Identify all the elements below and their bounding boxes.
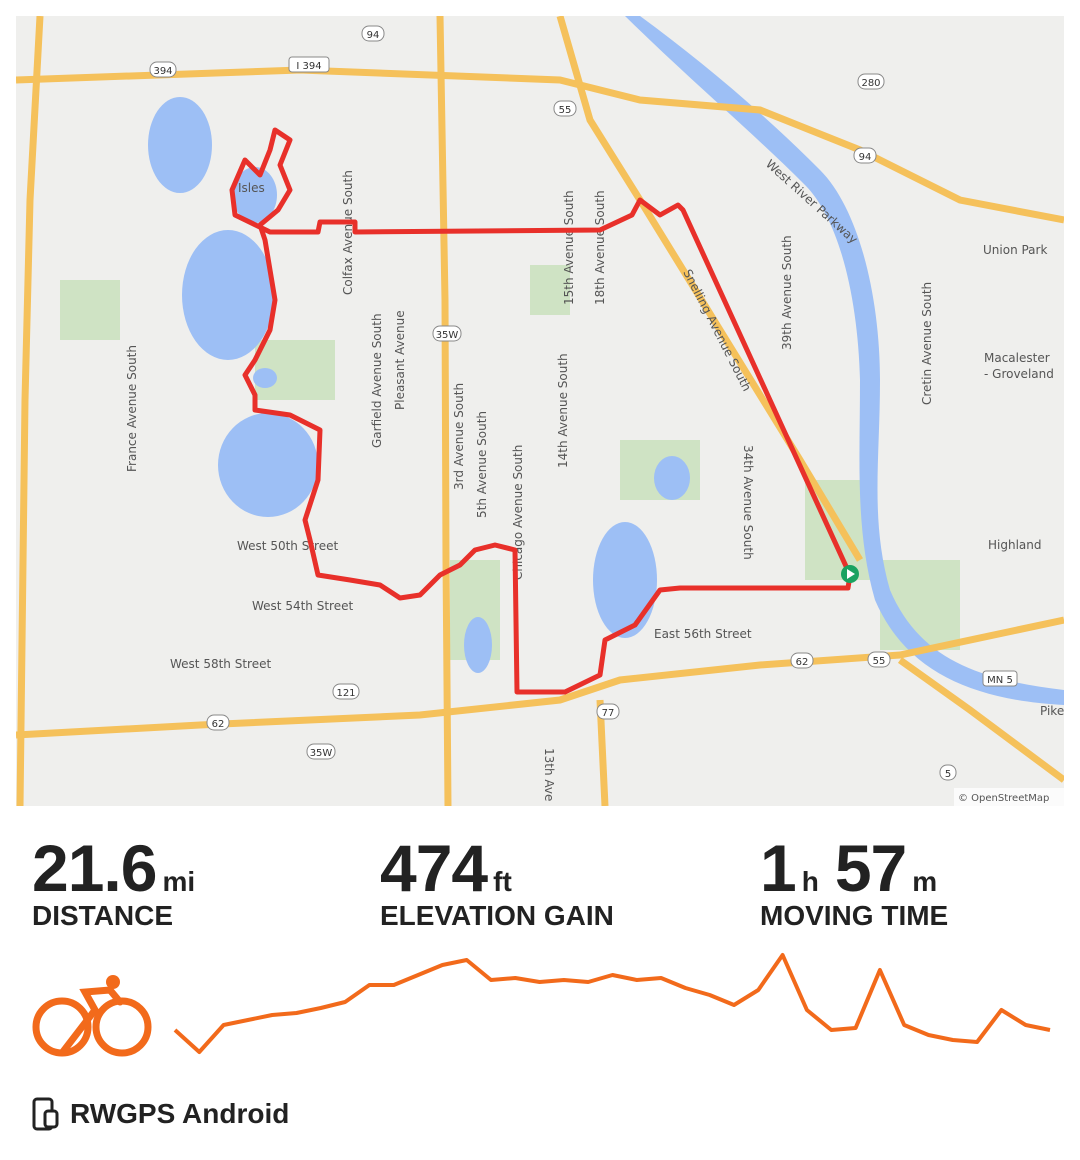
svg-text:West 54th Street: West 54th Street: [252, 599, 353, 613]
highway-shields: 394 I 394 94 55 280 94 35W 62 121 77 62 …: [149, 25, 1018, 781]
device-label: RWGPS Android: [70, 1098, 290, 1129]
svg-text:Cretin Avenue South: Cretin Avenue South: [920, 282, 934, 405]
svg-text:394: 394: [153, 66, 172, 77]
elevation-label: ELEVATION GAIN: [380, 900, 614, 931]
svg-text:East 56th Street: East 56th Street: [654, 627, 752, 641]
svg-text:West 50th Street: West 50th Street: [237, 539, 338, 553]
svg-text:5: 5: [945, 769, 951, 780]
svg-text:94: 94: [859, 152, 872, 163]
svg-text:55: 55: [873, 656, 886, 667]
svg-text:35W: 35W: [436, 330, 459, 341]
svg-text:13th Ave: 13th Ave: [542, 748, 556, 801]
map-attribution[interactable]: © OpenStreetMap: [958, 793, 1049, 804]
distance-value: 21.6: [32, 831, 157, 905]
svg-text:Isles: Isles: [238, 181, 265, 195]
distance-label: DISTANCE: [32, 900, 174, 931]
svg-text:35W: 35W: [310, 748, 333, 759]
start-marker[interactable]: [841, 565, 859, 583]
minutes-value: 57: [834, 831, 907, 905]
svg-text:Colfax Avenue South: Colfax Avenue South: [341, 170, 355, 295]
moving-time-stat: 1 h 57 m MOVING TIME: [760, 830, 948, 932]
svg-text:121: 121: [336, 688, 355, 699]
svg-text:77: 77: [602, 708, 615, 719]
svg-text:14th Avenue South: 14th Avenue South: [556, 353, 570, 468]
svg-text:Pike: Pike: [1040, 704, 1064, 718]
moving-time-label: MOVING TIME: [760, 900, 949, 931]
svg-text:Union Park: Union Park: [983, 243, 1047, 257]
svg-text:MN 5: MN 5: [987, 675, 1013, 686]
svg-text:62: 62: [796, 657, 809, 668]
svg-text:94: 94: [367, 30, 380, 41]
svg-text:18th Avenue South: 18th Avenue South: [593, 190, 607, 305]
minutes-unit: m: [912, 866, 938, 897]
svg-text:34th Avenue South: 34th Avenue South: [741, 445, 755, 560]
svg-text:Garfield Avenue South: Garfield Avenue South: [370, 313, 384, 448]
elevation-value: 474: [380, 831, 488, 905]
svg-text:Pleasant Avenue: Pleasant Avenue: [393, 310, 407, 410]
cyclist-icon: [32, 975, 152, 1057]
elevation-unit: ft: [493, 866, 512, 897]
svg-text:39th Avenue South: 39th Avenue South: [780, 235, 794, 350]
svg-text:Highland: Highland: [988, 538, 1042, 552]
route-line: [229, 127, 853, 695]
svg-text:15th Avenue South: 15th Avenue South: [562, 190, 576, 305]
distance-unit: mi: [162, 866, 196, 897]
device-info: RWGPS Android: [32, 1097, 289, 1131]
svg-text:France Avenue South: France Avenue South: [125, 345, 139, 472]
svg-text:West 58th Street: West 58th Street: [170, 657, 271, 671]
svg-text:Chicago Avenue South: Chicago Avenue South: [511, 445, 525, 580]
svg-text:Macalester: Macalester: [984, 351, 1050, 365]
route-map[interactable]: Isles Colfax Avenue South Garfield Avenu…: [16, 16, 1064, 806]
hours-value: 1: [760, 831, 797, 905]
water: [148, 16, 1064, 705]
svg-text:5th Avenue South: 5th Avenue South: [475, 411, 489, 518]
elevation-stat: 474 ft ELEVATION GAIN: [380, 830, 614, 932]
svg-text:- Groveland: - Groveland: [984, 367, 1054, 381]
phone-watch-icon: [32, 1097, 59, 1131]
svg-text:3rd Avenue South: 3rd Avenue South: [452, 383, 466, 490]
svg-text:I 394: I 394: [296, 61, 321, 72]
svg-text:62: 62: [212, 719, 225, 730]
hours-unit: h: [801, 866, 819, 897]
svg-text:55: 55: [559, 105, 572, 116]
elevation-profile: [32, 953, 1051, 1057]
distance-stat: 21.6 mi DISTANCE: [32, 830, 195, 932]
svg-text:280: 280: [861, 78, 880, 89]
elevation-line: [173, 953, 1051, 1054]
